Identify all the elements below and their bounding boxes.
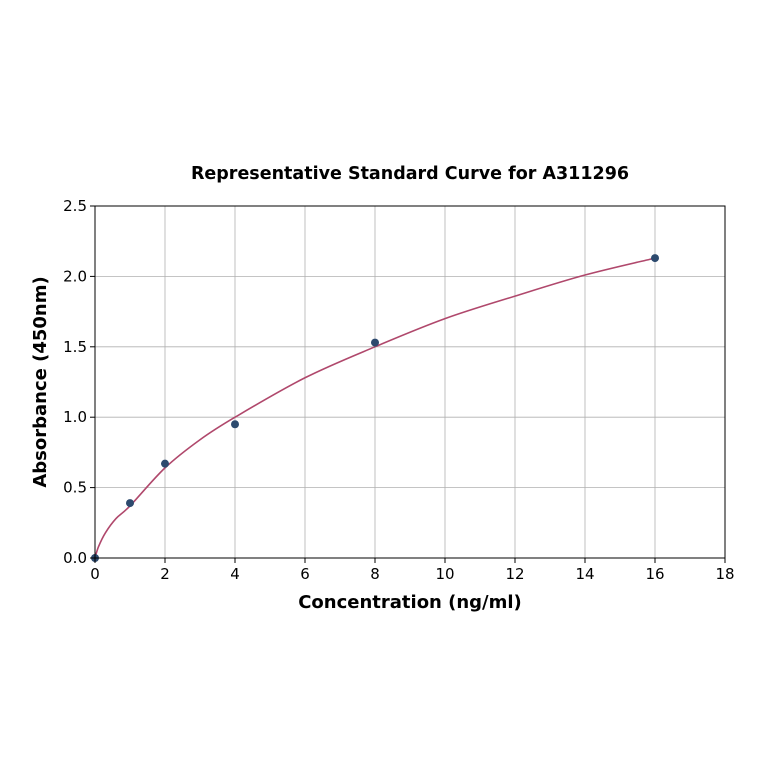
y-tick-label: 2.5	[63, 197, 87, 215]
x-tick-label: 14	[575, 565, 594, 583]
x-axis-ticks: 0 2 4 6 8 10 12 14 16 18	[90, 558, 735, 583]
x-tick-label: 16	[645, 565, 664, 583]
fit-curve	[94, 257, 656, 559]
x-axis-label: Concentration (ng/ml)	[298, 592, 522, 613]
x-tick-label: 2	[160, 565, 170, 583]
y-tick-label: 1.0	[63, 408, 87, 426]
x-tick-label: 0	[90, 565, 100, 583]
x-tick-label: 12	[505, 565, 524, 583]
x-tick-label: 18	[715, 565, 734, 583]
y-tick-label: 0.5	[63, 479, 87, 497]
data-point	[161, 459, 169, 468]
data-points	[91, 254, 659, 562]
y-tick-label: 0.0	[63, 549, 87, 567]
plot-frame	[94, 205, 726, 559]
y-axis-ticks: 0.0 0.5 1.0 1.5 2.0 2.5	[63, 197, 95, 567]
fit-curve-group	[94, 257, 656, 559]
y-tick-label: 1.5	[63, 338, 87, 356]
x-tick-label: 10	[435, 565, 454, 583]
data-point	[371, 338, 379, 347]
grid	[94, 205, 726, 559]
x-tick-label: 4	[230, 565, 240, 583]
data-point	[126, 499, 134, 508]
data-point	[231, 420, 239, 429]
data-point	[651, 254, 659, 263]
y-tick-label: 2.0	[63, 267, 87, 285]
x-tick-label: 8	[370, 565, 380, 583]
y-axis-label: Absorbance (450nm)	[30, 276, 51, 487]
chart-title: Representative Standard Curve for A31129…	[191, 164, 629, 184]
x-tick-label: 6	[300, 565, 310, 583]
